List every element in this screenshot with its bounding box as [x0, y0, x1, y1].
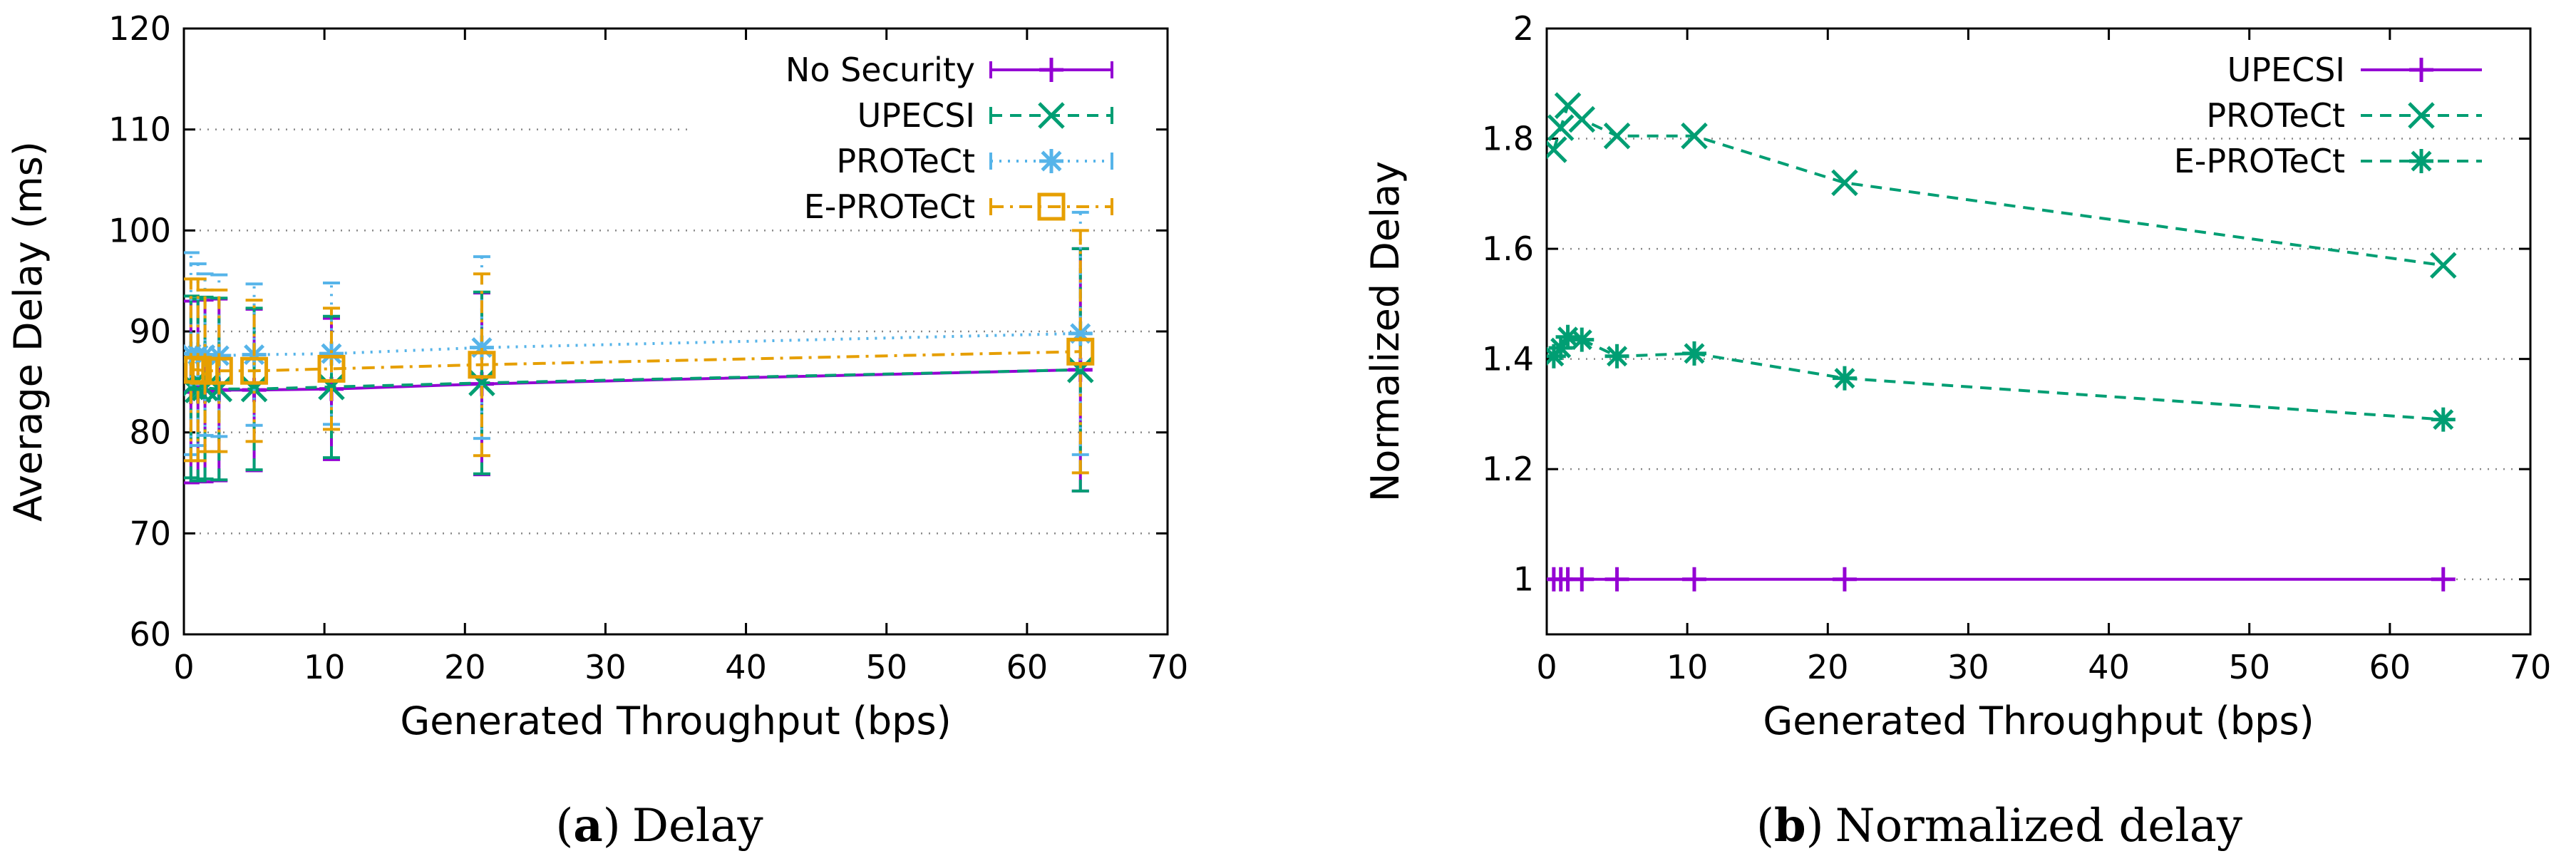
x-tick-label: 50	[2228, 648, 2270, 686]
data-point	[1832, 567, 1857, 592]
x-tick-label: 70	[1147, 648, 1189, 686]
y-tick-label: 2	[1513, 9, 1534, 48]
data-point	[1568, 105, 1596, 133]
data-point	[468, 351, 496, 379]
data-layer	[1547, 92, 2457, 592]
series-e-protect	[184, 229, 1095, 475]
legend: UPECSI PROTeCt E-PROTeCt	[2174, 51, 2482, 180]
y-tick-label: 1	[1513, 560, 1534, 599]
legend-label: PROTeCt	[836, 142, 975, 180]
y-tick-label: 60	[129, 615, 171, 654]
x-tick-label: 60	[2369, 648, 2411, 686]
caption-b: (b) Normalized delay	[1756, 799, 2242, 852]
series-protect	[1547, 92, 2457, 279]
y-tick-label: 120	[108, 9, 171, 48]
data-point	[1604, 344, 1629, 368]
legend-label: No Security	[785, 51, 975, 89]
legend-label: PROTeCt	[2206, 96, 2345, 135]
data-point	[240, 356, 269, 385]
x-tick-label: 70	[2510, 648, 2552, 686]
y-axis-title: Normalized Delay	[1363, 161, 1408, 502]
plot-frame	[1545, 27, 2532, 636]
legend-label: UPECSI	[857, 96, 975, 135]
x-tick-label: 10	[304, 648, 346, 686]
y-tick-label: 80	[129, 413, 171, 452]
data-point	[191, 356, 220, 385]
data-point	[1682, 341, 1706, 366]
data-point	[1681, 122, 1708, 150]
series-line	[190, 331, 1081, 358]
y-tick-label: 100	[108, 211, 171, 249]
caption-a: (a) Delay	[555, 799, 763, 852]
legend-marker	[1039, 58, 1063, 82]
caption-a-label: a	[573, 799, 602, 852]
series-protect	[184, 210, 1093, 456]
x-tick-label: 40	[725, 648, 767, 686]
x-tick-label: 0	[1536, 648, 1557, 686]
legend-label: E-PROTeCt	[2174, 142, 2345, 180]
data-point	[1570, 567, 1594, 592]
x-tick-label: 30	[584, 648, 627, 686]
legend-marker	[2409, 58, 2433, 82]
legend: No Security UPECSI PROTeCt E-PROTeCt	[785, 51, 1113, 226]
legend-marker	[2409, 149, 2433, 173]
data-point	[1547, 136, 1567, 163]
x-tick-label: 30	[1947, 648, 1989, 686]
x-axis-title: Generated Throughput (bps)	[400, 699, 951, 743]
legend-marker	[1037, 192, 1066, 221]
y-tick-label: 70	[129, 514, 171, 552]
x-axis-title: Generated Throughput (bps)	[1763, 699, 2314, 743]
data-point	[2431, 567, 2456, 592]
data-point	[2430, 252, 2457, 279]
data-point	[1831, 169, 1858, 197]
data-point	[1570, 327, 1594, 352]
y-tick-label: 1.4	[1482, 340, 1534, 378]
data-point	[1604, 567, 1629, 592]
data-point	[1603, 122, 1631, 150]
caption-b-label: b	[1774, 799, 1806, 852]
legend-marker	[2408, 102, 2435, 129]
legend-label: UPECSI	[2227, 51, 2345, 89]
series-line	[190, 350, 1081, 373]
data-point	[1067, 356, 1094, 383]
legend-marker	[1038, 102, 1065, 129]
legend-label: E-PROTeCt	[804, 187, 975, 226]
y-tick-label: 1.2	[1482, 450, 1534, 488]
data-point	[1682, 567, 1706, 592]
delay-chart: 60 70 80 90 100 110 120 0 10 20 30 40 50 60 70 Generate…	[6, 9, 1188, 743]
data-point	[317, 354, 346, 383]
data-point	[1066, 337, 1095, 366]
x-tick-label: 40	[2088, 648, 2130, 686]
y-axis-title: Average Delay (ms)	[6, 141, 51, 522]
caption-b-text: Normalized delay	[1835, 800, 2242, 852]
data-point	[318, 373, 345, 401]
data-point	[1547, 114, 1575, 141]
y-tick-label: 1.8	[1482, 120, 1534, 158]
y-tick-label: 90	[129, 312, 171, 351]
series-e-protect	[1547, 324, 2456, 432]
data-layer	[184, 210, 1095, 493]
data-point	[468, 369, 495, 397]
x-tick-label: 20	[1807, 648, 1849, 686]
caption-a-text: Delay	[632, 800, 763, 852]
legend-marker	[1039, 149, 1063, 173]
x-tick-label: 50	[865, 648, 907, 686]
series-line	[1552, 335, 2443, 421]
y-tick-label: 1.6	[1482, 230, 1534, 268]
data-point	[2431, 407, 2456, 432]
x-tick-label: 10	[1666, 648, 1709, 686]
series-upecsi	[1547, 567, 2456, 592]
data-point	[1832, 366, 1857, 391]
y-tick-label: 110	[108, 110, 171, 149]
data-point	[205, 356, 233, 385]
x-tick-label: 60	[1006, 648, 1049, 686]
x-tick-label: 20	[444, 648, 486, 686]
x-tick-label: 0	[173, 648, 194, 686]
